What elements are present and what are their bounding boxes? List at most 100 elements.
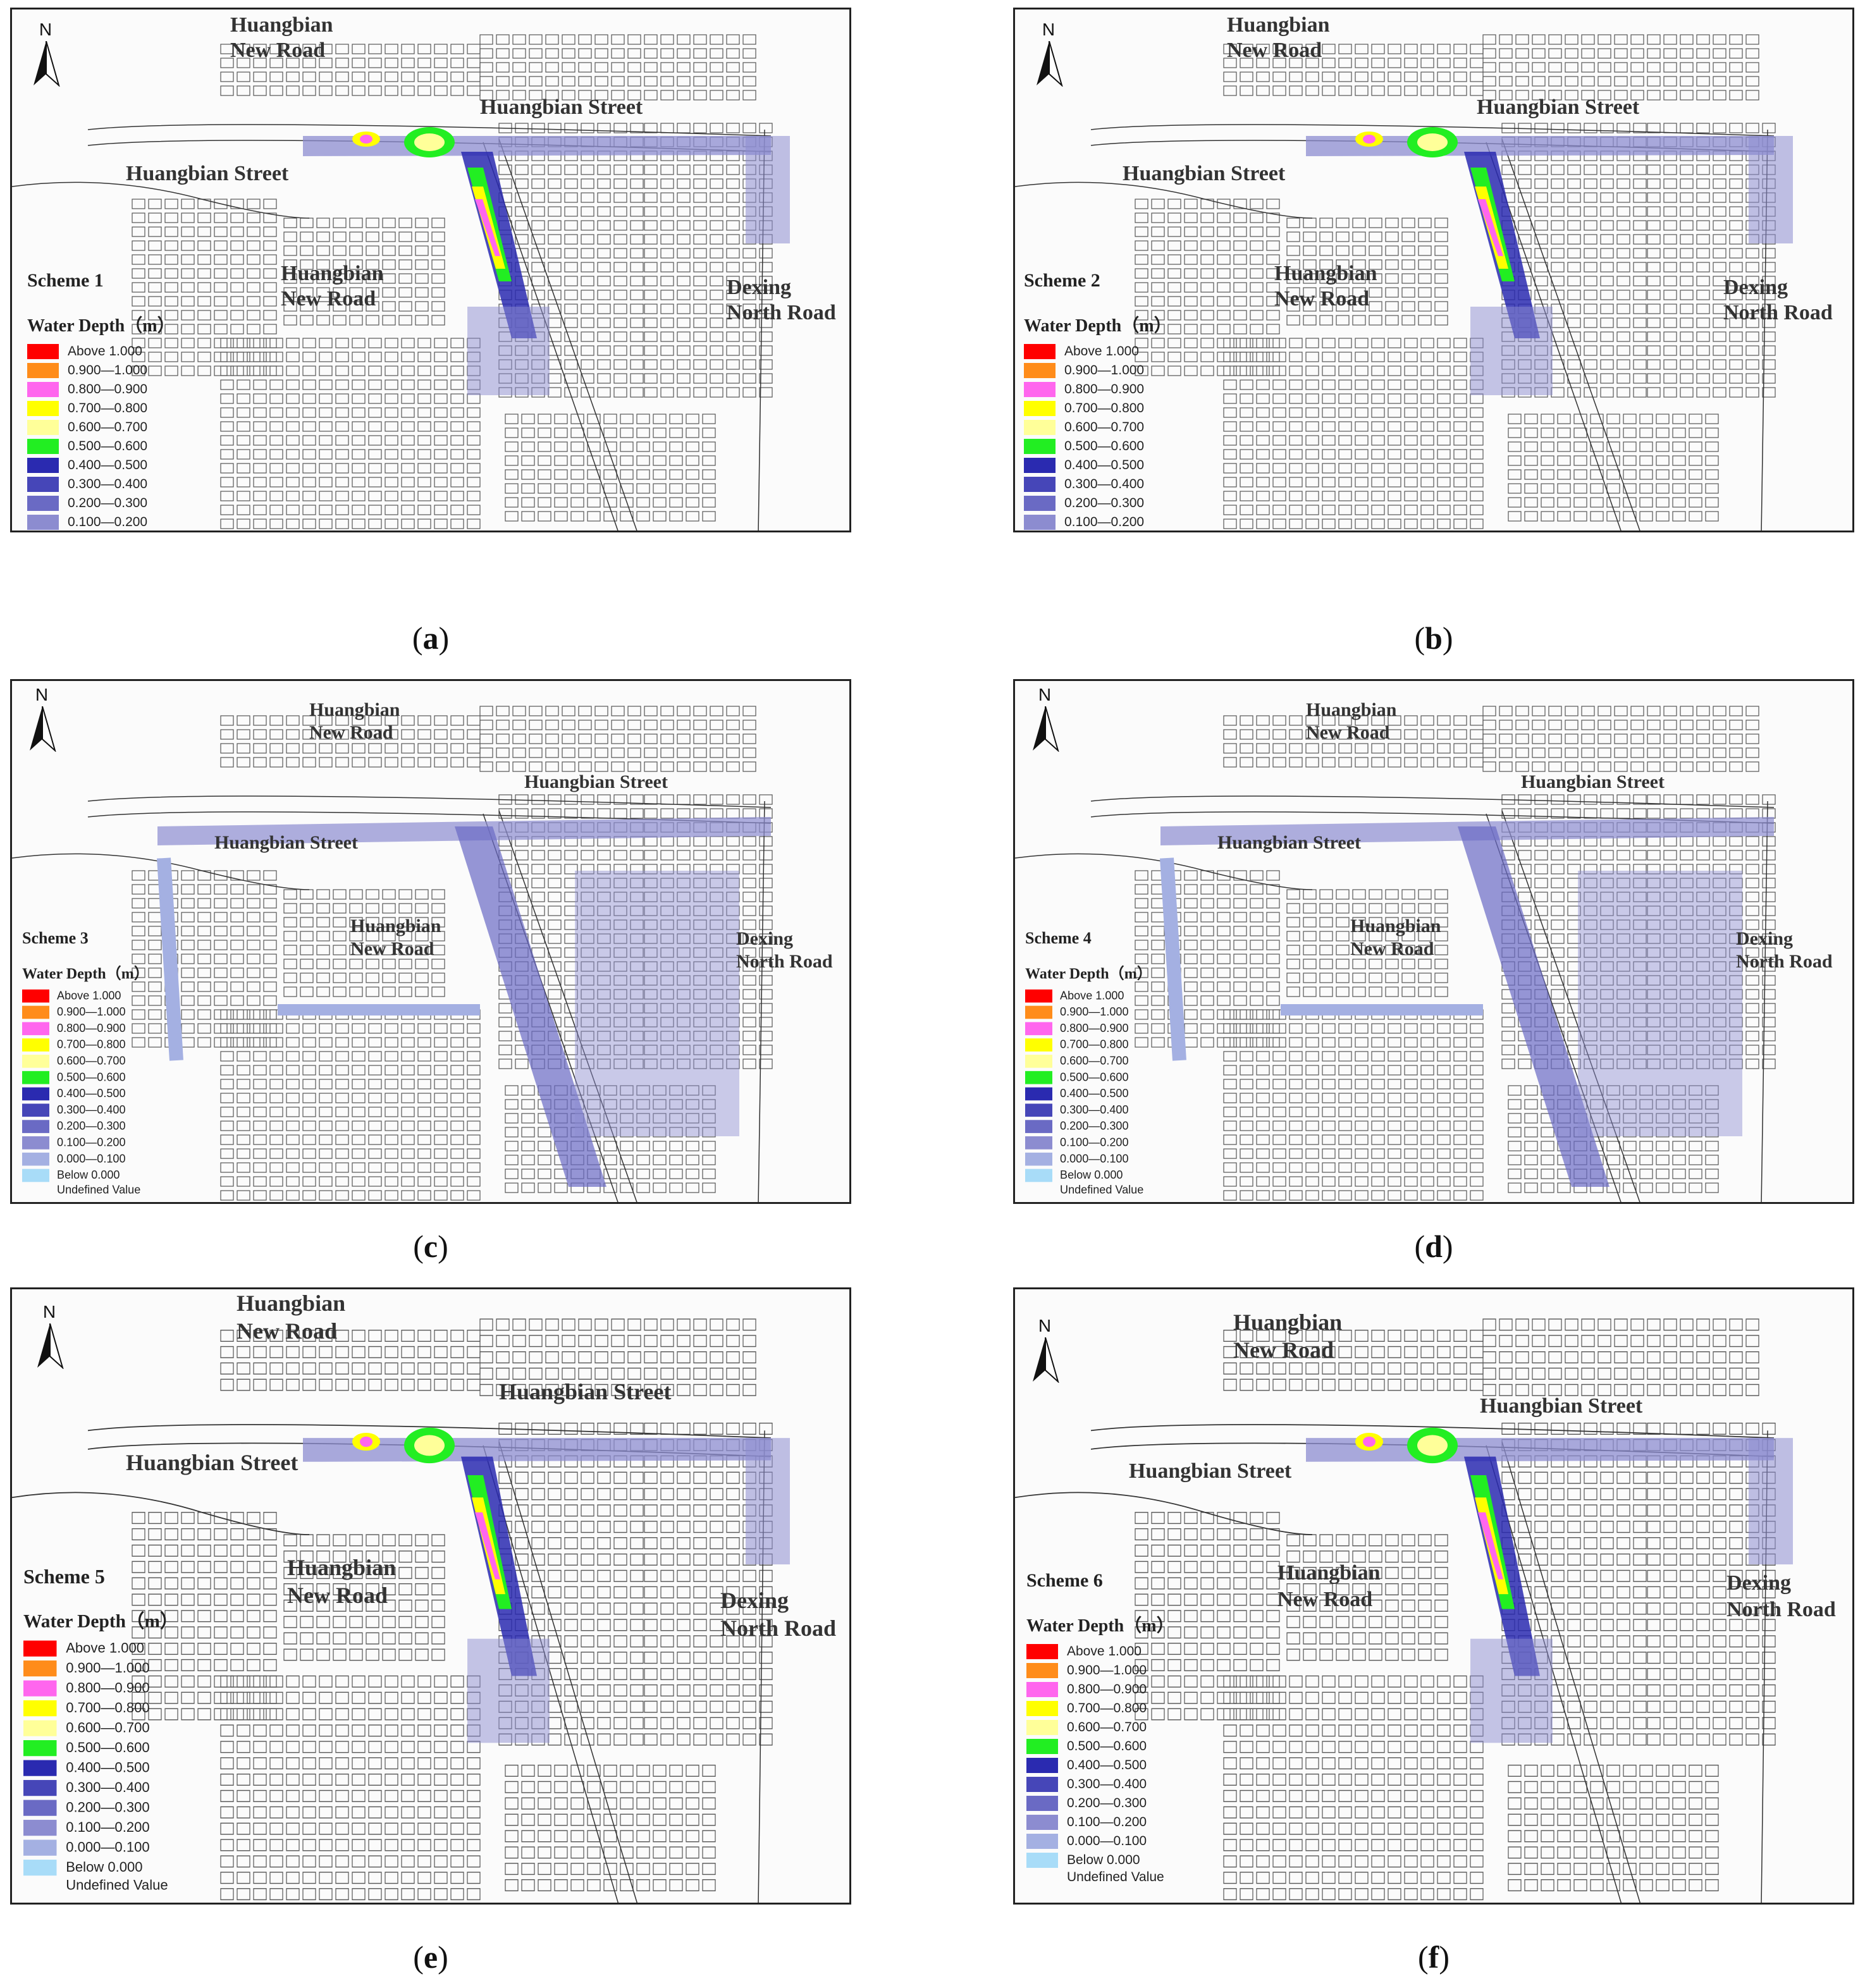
- legend-entry: 0.700—0.800: [23, 1698, 178, 1719]
- legend-entry-label: 0.500—0.600: [57, 1071, 126, 1084]
- label-dexing-north-road: Dexing North Road: [1736, 928, 1833, 972]
- legend-entry-label: 0.900—1.000: [57, 1005, 126, 1019]
- label-huangbian-new-road-top: Huangbian New Road: [230, 13, 333, 62]
- legend-entry-label: Above 1.000: [1060, 989, 1124, 1002]
- legend-entry-label: 0.800—0.900: [68, 382, 148, 396]
- map-panel-f: N Huangbian New Road Huangbian Street Hua…: [1013, 1287, 1854, 1905]
- legend-entry: 0.900—1.000: [22, 1004, 149, 1021]
- legend-undefined-label: Undefined Value: [1067, 1870, 1164, 1884]
- legend-entry-label: 0.600—0.700: [1064, 420, 1145, 434]
- legend-swatch: [23, 1740, 57, 1757]
- legend-entry: Below 0.000: [23, 1858, 178, 1878]
- legend-undefined-label: Undefined Value: [66, 1877, 168, 1893]
- legend: Water Depth（m） Above 1.000 0.900—1.000 0.80…: [27, 312, 175, 531]
- legend-swatch: [22, 1103, 49, 1117]
- legend-swatch: [23, 1680, 57, 1697]
- legend: Water Depth（m） Above 1.000 0.900—1.000 0.80…: [23, 1607, 178, 1894]
- legend-swatch: [1024, 477, 1056, 492]
- scheme-label: Scheme 1: [27, 270, 104, 291]
- legend-swatch: [1026, 1758, 1058, 1773]
- legend-swatch: [1026, 1834, 1058, 1849]
- legend-swatch: [27, 477, 59, 492]
- scheme-label: Scheme 2: [1024, 270, 1100, 291]
- legend-entry: 0.900—1.000: [1025, 1004, 1152, 1021]
- legend-entry-label: Below 0.000: [57, 1169, 120, 1182]
- label-huangbian-new-road-top: Huangbian New Road: [1227, 13, 1330, 62]
- label-huangbian-street-west: Huangbian Street: [126, 162, 289, 185]
- legend-swatch: [1026, 1777, 1058, 1792]
- north-arrow-icon: [34, 41, 60, 87]
- legend-entry-label: 0.900—1.000: [66, 1660, 150, 1676]
- north-arrow-icon: [37, 1323, 64, 1369]
- label-huangbian-street-east: Huangbian Street: [1477, 95, 1640, 119]
- legend-entry: 0.800—0.900: [27, 380, 175, 399]
- legend-entry-label: 0.300—0.400: [57, 1103, 126, 1117]
- legend-entry-label: Above 1.000: [68, 344, 142, 359]
- legend-swatch: [1026, 1796, 1058, 1811]
- label-huangbian-street-east: Huangbian Street: [499, 1379, 672, 1404]
- legend-swatch: [27, 496, 59, 511]
- north-arrow: N: [1033, 20, 1071, 89]
- legend-entry-label: 0.800—0.900: [1064, 382, 1145, 396]
- legend-entry: 0.900—1.000: [1026, 1661, 1174, 1680]
- map-panel-d: N Huangbian New Road Huangbian Street Hua…: [1013, 679, 1854, 1204]
- legend-entry: 0.500—0.600: [1025, 1069, 1152, 1086]
- legend-swatch: [1026, 1663, 1058, 1678]
- legend-swatch: [27, 344, 59, 359]
- legend-entry: 0.200—0.300: [27, 494, 175, 513]
- label-huangbian-new-road-top: Huangbian New Road: [309, 699, 400, 743]
- legend-entry: 0.600—0.700: [23, 1718, 178, 1738]
- legend-entry: Above 1.000: [1025, 988, 1152, 1004]
- legend-entry-label: 0.400—0.500: [1067, 1758, 1147, 1772]
- legend-swatch: [22, 1022, 49, 1036]
- legend-swatch: [1026, 1853, 1058, 1868]
- legend-entry-label: 0.600—0.700: [66, 1720, 150, 1736]
- legend-entry-label: 0.200—0.300: [1067, 1796, 1147, 1810]
- legend-entry: Above 1.000: [1026, 1642, 1174, 1661]
- legend-entry: 0.400—0.500: [1024, 456, 1172, 475]
- north-label: N: [39, 20, 52, 39]
- label-huangbian-new-road-mid: Huangbian New Road: [287, 1555, 397, 1608]
- legend-entry: 0.200—0.300: [22, 1119, 149, 1135]
- legend-swatch: [1025, 1136, 1052, 1150]
- legend-swatch: [23, 1700, 57, 1717]
- legend-swatch: [1024, 515, 1056, 530]
- legend-swatch: [22, 989, 49, 1003]
- legend-entry: 0.300—0.400: [22, 1102, 149, 1119]
- map-panel-e: N Huangbian New Road Huangbian Street Hua…: [10, 1287, 851, 1905]
- legend-entry: 0.600—0.700: [27, 418, 175, 437]
- legend-entry-label: 0.500—0.600: [1060, 1071, 1129, 1084]
- legend-entry-label: 0.800—0.900: [57, 1022, 126, 1035]
- legend-title: Water Depth（m）: [1025, 966, 1152, 983]
- legend-entry-label: 0.100—0.200: [57, 1136, 126, 1149]
- legend-swatch: [1026, 1739, 1058, 1754]
- legend-swatch: [1025, 1103, 1052, 1117]
- legend-entry-label: 0.100—0.200: [68, 515, 148, 529]
- map-panel-a: N Huangbian New Road Huangbian Street Hua…: [10, 8, 851, 532]
- legend-entry: Above 1.000: [27, 342, 175, 361]
- legend: Water Depth（m） Above 1.000 0.900—1.000 0.80…: [1025, 962, 1152, 1197]
- legend-swatch: [1024, 382, 1056, 397]
- legend-entry-label: 0.000—0.100: [66, 1839, 150, 1855]
- label-huangbian-street-west: Huangbian Street: [126, 1450, 299, 1475]
- scheme-label: Scheme 6: [1026, 1570, 1103, 1591]
- legend-swatch: [1024, 363, 1056, 378]
- legend-entry-label: 0.300—0.400: [1060, 1103, 1129, 1117]
- legend-entry-label: 0.700—0.800: [66, 1700, 150, 1716]
- legend-entry: 0.600—0.700: [22, 1053, 149, 1069]
- legend-entry: Above 1.000: [23, 1638, 178, 1659]
- legend-entry: 0.300—0.400: [1024, 475, 1172, 494]
- legend-title: Water Depth（m）: [1024, 316, 1172, 336]
- legend-entry-label: Above 1.000: [66, 1640, 145, 1656]
- north-arrow-icon: [30, 706, 56, 752]
- legend-swatch: [1026, 1682, 1058, 1697]
- legend-swatch: [27, 439, 59, 454]
- legend-entry: 0.400—0.500: [1025, 1086, 1152, 1102]
- legend-entry: 0.100—0.200: [27, 513, 175, 531]
- legend-entry: 0.200—0.300: [1024, 494, 1172, 513]
- legend-swatch: [1025, 1038, 1052, 1052]
- legend-swatch: [1025, 1005, 1052, 1019]
- legend-entry: 0.800—0.900: [22, 1021, 149, 1037]
- legend-entry-label: Below 0.000: [1067, 1853, 1140, 1867]
- legend-swatch: [27, 515, 59, 530]
